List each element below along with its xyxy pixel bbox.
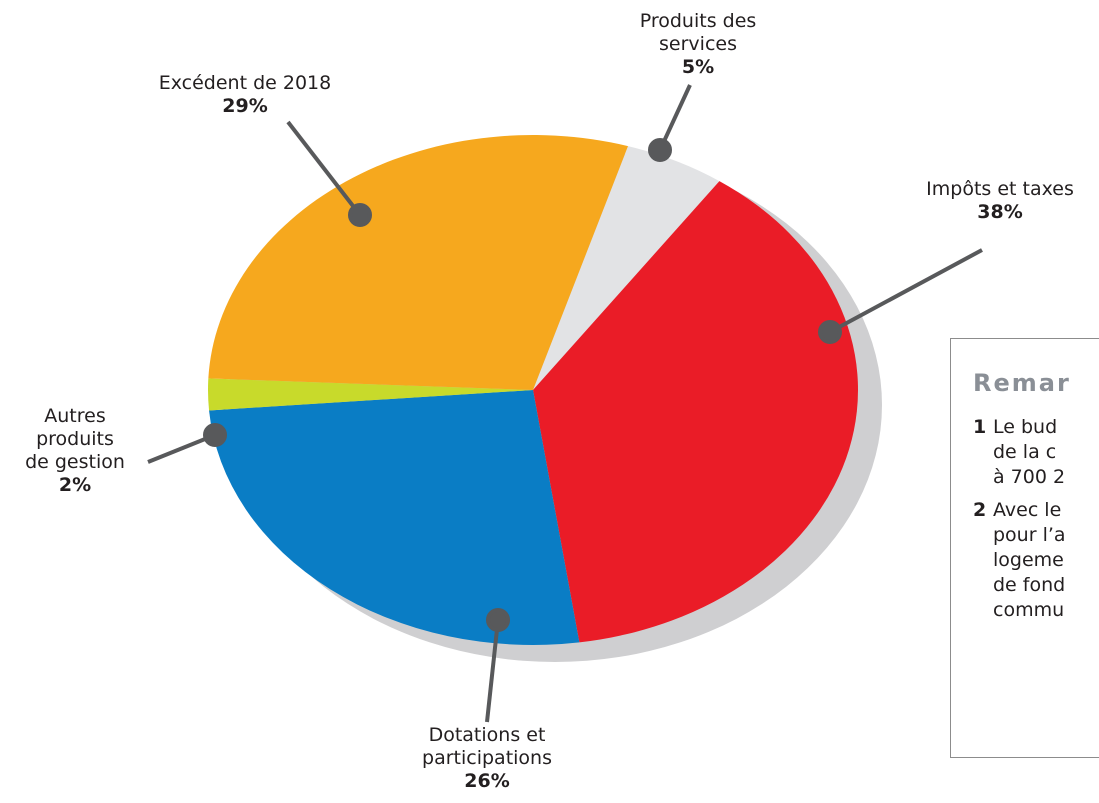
remark-number: 2 (973, 498, 986, 523)
remark-line: de la c (993, 440, 1099, 465)
leader-dot (488, 610, 508, 630)
value-label: 38% (910, 201, 1090, 224)
value-label: 2% (25, 474, 125, 497)
category-label: Excédent de 2018 (159, 72, 331, 94)
remark-line: à 700 2 (993, 465, 1099, 490)
remark-line: logeme (993, 548, 1099, 573)
pie-slice (209, 390, 579, 645)
remark-line: Le bud (993, 415, 1099, 440)
page: Produits des services5% Impôts et taxes3… (0, 0, 1099, 803)
leader-dot (650, 140, 670, 160)
category-label: Impôts et taxes (926, 178, 1074, 200)
value-label: 29% (145, 95, 345, 118)
value-label: 5% (628, 56, 768, 79)
leader-dot (205, 425, 225, 445)
remark-number: 1 (973, 415, 986, 440)
chart (0, 0, 1099, 803)
category-label: Produits des services (640, 10, 757, 55)
leader-dot (820, 322, 840, 342)
leader-line (830, 250, 982, 332)
remarks-title: Remar (973, 369, 1099, 397)
remark-line: Avec le (993, 498, 1099, 523)
slices (208, 135, 858, 645)
value-label: 26% (402, 770, 572, 793)
remark-line: pour l’a (993, 523, 1099, 548)
category-label: Dotations et participations (422, 724, 552, 769)
remark-line: de fond (993, 573, 1099, 598)
category-label: Autres produits de gestion (25, 405, 125, 473)
leader-dot (350, 205, 370, 225)
remark-line: commu (993, 598, 1099, 623)
